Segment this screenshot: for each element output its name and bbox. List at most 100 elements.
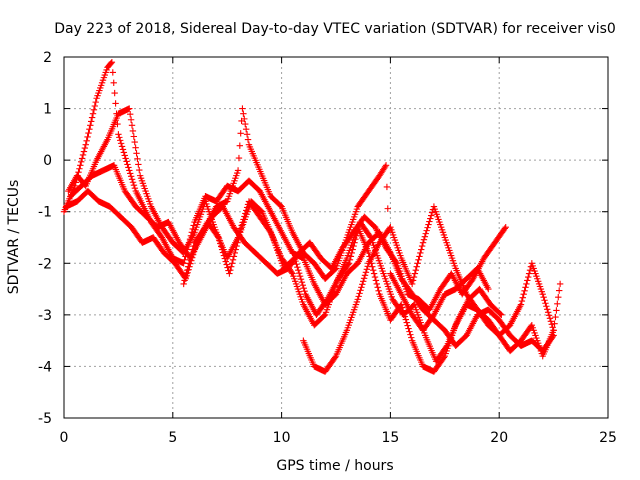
- data-point-trail: [264, 260, 280, 276]
- data-point-trail: [83, 98, 99, 145]
- data-point-trail: [301, 303, 317, 327]
- data-point-trail: [488, 302, 504, 318]
- data-point-trail: [126, 110, 143, 174]
- data-point-trail: [159, 225, 176, 245]
- data-point-trail: [344, 205, 361, 239]
- data-point-trail: [290, 272, 306, 306]
- data-point-trail: [129, 225, 145, 245]
- data-point-trail: [292, 257, 308, 295]
- data-point-trail: [150, 235, 167, 255]
- data-point-trail: [481, 240, 498, 261]
- data-point-trail: [279, 230, 295, 255]
- data-point-trail: [366, 173, 382, 193]
- data-point-trail: [66, 174, 80, 193]
- data-point-trail: [455, 297, 472, 322]
- data-point-trail: [96, 198, 112, 210]
- data-point: [180, 260, 187, 267]
- data-point-trail: [259, 210, 276, 239]
- data-point-trail: [268, 193, 284, 209]
- data-point: [517, 301, 525, 308]
- data-point-trail: [203, 205, 219, 229]
- data-point-trail: [333, 272, 350, 296]
- data-point-trail: [166, 220, 182, 245]
- data-point-trail: [192, 225, 208, 245]
- data-point-trail: [303, 292, 319, 317]
- data-point-trail: [107, 204, 123, 220]
- data-point-trail: [492, 225, 509, 245]
- data-point-trail: [464, 292, 480, 312]
- data-point-trail: [74, 188, 91, 204]
- data-point: [539, 291, 546, 298]
- axis-ticks: 0 5 10 15 20 25 -5 -4 -3 -2 -1 0 1 2: [38, 50, 617, 446]
- data-point-trail: [89, 167, 106, 179]
- data-point-trail: [311, 312, 328, 328]
- data-point-trail: [133, 204, 149, 220]
- data-point-trail: [379, 267, 395, 301]
- data-point-trail: [322, 354, 339, 374]
- data-point: [234, 167, 242, 174]
- data-point-trail: [240, 110, 252, 143]
- data-point-trail: [118, 214, 134, 230]
- plot-area-frame: [63, 56, 609, 419]
- data-point-trail: [325, 277, 341, 301]
- data-point-trail: [420, 206, 437, 243]
- data-point-trail: [227, 232, 243, 274]
- data-point-trail: [486, 318, 502, 338]
- data-points: [60, 58, 564, 375]
- data-point-trail: [268, 210, 284, 234]
- data-point-trail: [144, 214, 160, 230]
- data-point-trail: [281, 255, 297, 271]
- data-point-trail: [540, 294, 556, 331]
- data-point-trail: [242, 240, 258, 256]
- data-point-trail: [388, 226, 404, 259]
- data-point-trail: [438, 271, 454, 291]
- y-tick-label: -5: [38, 411, 52, 427]
- data-point: [126, 105, 133, 112]
- data-point-trail: [377, 163, 389, 178]
- data-point-trail: [100, 162, 117, 174]
- data-point-trail: [427, 287, 443, 312]
- data-point: [108, 58, 116, 66]
- data-point-trail: [68, 183, 84, 199]
- x-tick-label: 25: [599, 430, 617, 446]
- data-point: [82, 141, 89, 148]
- data-point-trail: [518, 263, 535, 305]
- y-axis-label: SDTVAR / TECUs: [6, 180, 22, 295]
- data-point-trail: [398, 257, 415, 285]
- data-point-trail: [507, 303, 524, 327]
- data-point-trail: [344, 298, 361, 331]
- y-tick-label: 1: [43, 102, 52, 118]
- data-point-trail: [307, 240, 324, 261]
- y-tick-label: -2: [38, 256, 52, 272]
- y-tick-label: 0: [43, 153, 52, 169]
- x-tick-label: 15: [381, 430, 399, 446]
- data-point-trail: [224, 169, 241, 203]
- data-point-trail: [442, 236, 458, 270]
- data-point-trail: [388, 272, 404, 296]
- grid: [64, 57, 608, 418]
- series-track-5: [180, 105, 492, 334]
- data-point: [365, 249, 372, 257]
- data-point-trail: [355, 189, 371, 209]
- data-point-trail: [420, 312, 437, 333]
- data-point: [408, 280, 416, 288]
- data-point-trail: [161, 250, 178, 266]
- data-point-trail: [409, 242, 426, 284]
- data-point-trail: [122, 189, 139, 209]
- data-point-trail: [442, 286, 458, 297]
- data-point-trail: [475, 266, 491, 291]
- data-point-trail: [246, 178, 263, 194]
- x-axis-label: GPS time / hours: [276, 458, 393, 474]
- data-point-trail: [344, 260, 361, 276]
- data-point-trail: [366, 241, 382, 265]
- data-point-trail: [181, 242, 197, 284]
- data-point-trail: [79, 173, 95, 189]
- data-point-trail: [290, 230, 306, 255]
- data-point-trail: [346, 222, 363, 264]
- data-point-trail: [422, 334, 439, 363]
- data-point-trail: [270, 236, 287, 270]
- data-point-trail: [63, 198, 80, 210]
- data-point: [354, 296, 361, 303]
- data-point-trail: [137, 174, 154, 208]
